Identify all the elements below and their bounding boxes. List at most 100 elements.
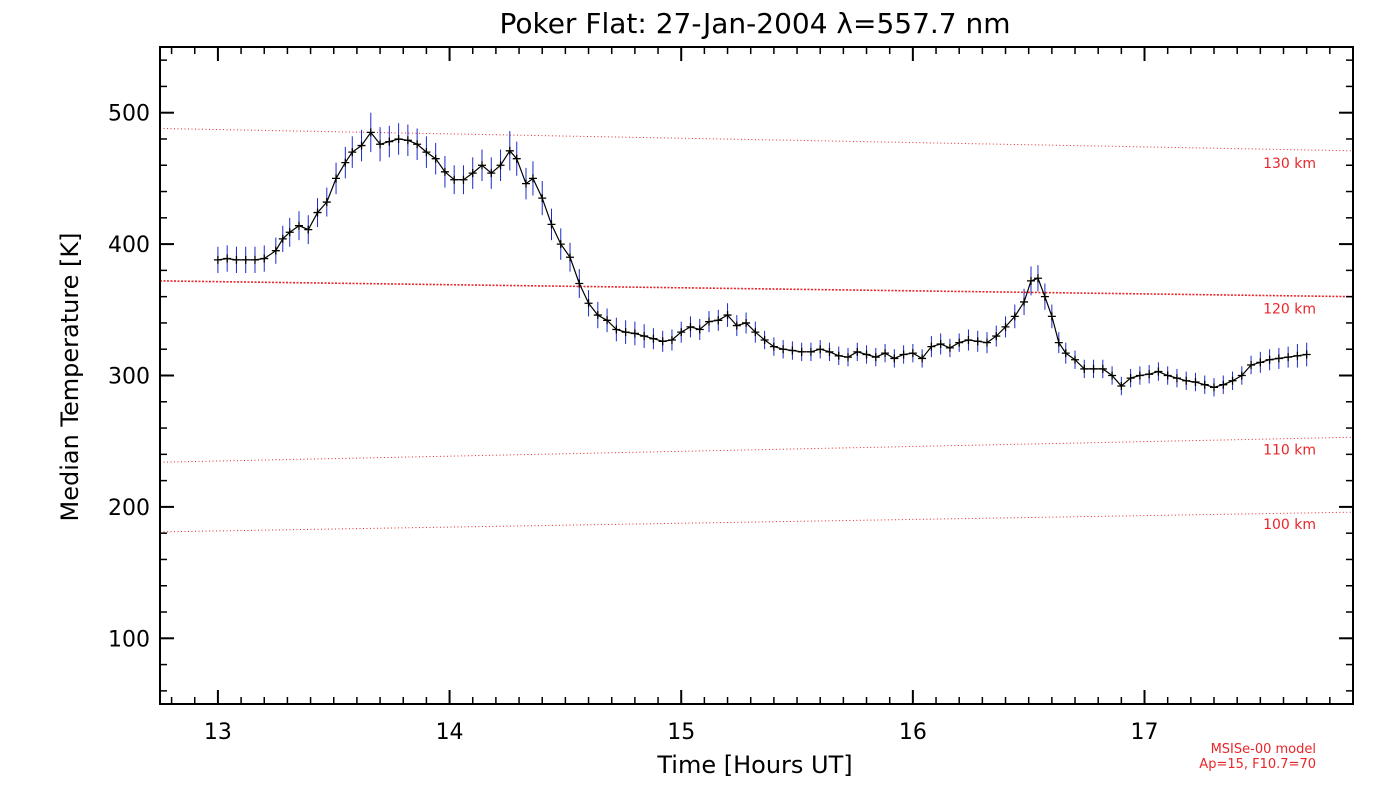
data-point [1237, 371, 1246, 380]
data-point [566, 253, 575, 262]
data-point [1040, 292, 1049, 301]
model-line-label-120-km: 120 km [1263, 302, 1316, 318]
data-point [797, 347, 806, 356]
data-point [357, 141, 366, 150]
data-point [505, 146, 514, 155]
data-point [1135, 371, 1144, 380]
x-tick-label: 17 [1131, 720, 1159, 745]
axes: 13 14 15 16 17 100 200 300 400 500 [108, 47, 1354, 745]
data-point [477, 161, 486, 170]
data-point [413, 140, 422, 149]
data-point [304, 225, 313, 234]
data-point [593, 311, 602, 320]
model-line-label-130-km: 130 km [1263, 156, 1316, 172]
data-point [779, 345, 788, 354]
data-point [1047, 312, 1056, 321]
y-axis-label: Median Temperature [K] [56, 232, 84, 521]
data-point [528, 174, 537, 183]
y-tick-label: 300 [108, 365, 150, 390]
data-point [844, 353, 853, 362]
x-tick-label: 15 [667, 720, 695, 745]
data-point [556, 240, 565, 249]
data-point [667, 336, 676, 345]
data-point [431, 154, 440, 163]
data-point [640, 332, 649, 341]
series-line [217, 131, 1307, 388]
data-point [1010, 312, 1019, 321]
data-point [862, 350, 871, 359]
data-point [612, 325, 621, 334]
data-point [1027, 276, 1036, 285]
data-point [742, 318, 751, 327]
data-point [1274, 354, 1283, 363]
data-point [936, 339, 945, 348]
x-tick-label: 13 [204, 720, 232, 745]
data-point [649, 334, 658, 343]
data-point [468, 169, 477, 178]
plot-frame [159, 46, 1354, 705]
data-point [871, 353, 880, 362]
model-line-130-km [159, 127, 1354, 152]
data-point [927, 342, 936, 351]
data-point [1154, 367, 1163, 376]
data-point [366, 128, 375, 137]
data-point [1108, 371, 1117, 380]
data-point [271, 246, 280, 255]
data-point [1284, 353, 1293, 362]
data-point [341, 158, 350, 167]
data-point [658, 337, 667, 346]
chart-title: Poker Flat: 27-Jan-2004 λ=557.7 nm [499, 7, 1010, 40]
data-point [881, 349, 890, 358]
data-point [522, 179, 531, 188]
data-point [732, 321, 741, 330]
data-point [332, 174, 341, 183]
data-point [496, 161, 505, 170]
data-point [313, 208, 322, 217]
data-point [1071, 355, 1080, 364]
data-point [487, 169, 496, 178]
data-point [1256, 358, 1265, 367]
data-point [955, 338, 964, 347]
data-point [1172, 374, 1181, 383]
data-point [1228, 376, 1237, 385]
data-point [213, 255, 222, 264]
model-annotation-line1: MSISe-00 model [1211, 742, 1316, 757]
data-point [677, 328, 686, 337]
data-point [1182, 376, 1191, 385]
data-point [450, 175, 459, 184]
data-point [260, 254, 269, 263]
model-line-120-km [159, 280, 1354, 298]
data-point [250, 255, 259, 264]
data-point [538, 194, 547, 203]
data-point [760, 336, 769, 345]
data-point [723, 311, 732, 320]
data-point [1265, 355, 1274, 364]
data-point [223, 254, 232, 263]
data-point [992, 332, 1001, 341]
data-point [769, 342, 778, 351]
model-line-110-km [159, 436, 1354, 463]
data-point [695, 325, 704, 334]
data-point [232, 255, 241, 264]
y-tick-label: 200 [108, 496, 150, 521]
data-point [1302, 350, 1311, 359]
data-point [918, 354, 927, 363]
data-point [285, 228, 294, 237]
data-point [459, 175, 468, 184]
model-annotation-line2: Ap=15, F10.7=70 [1199, 757, 1316, 772]
data-point [1145, 370, 1154, 379]
data-point [973, 337, 982, 346]
x-tick-label: 16 [899, 720, 927, 745]
data-point [621, 328, 630, 337]
data-point [1200, 380, 1209, 389]
data-point [547, 220, 556, 229]
data-point [1061, 349, 1070, 358]
data-point [394, 134, 403, 143]
data-point [908, 349, 917, 358]
data-point [1191, 378, 1200, 387]
data-point [714, 316, 723, 325]
model-line-label-110-km: 110 km [1263, 442, 1316, 458]
data-point [1089, 364, 1098, 373]
x-tick-label: 14 [436, 720, 464, 745]
data-point [834, 351, 843, 360]
